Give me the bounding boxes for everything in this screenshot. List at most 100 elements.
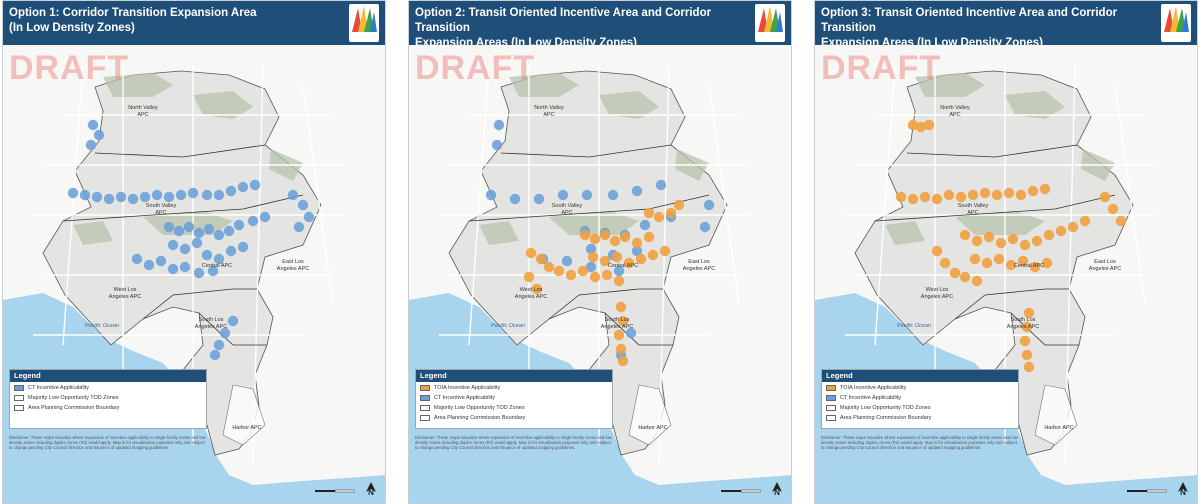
ct-incentive-dot (173, 225, 185, 237)
legend-item: Majority Low Opportunity TOD Zones (10, 393, 206, 402)
tod-incentive-dot (1099, 191, 1111, 203)
tod-incentive-dot (959, 229, 971, 241)
legend-item: CT Incentive Applicability (822, 393, 1018, 402)
north-arrow-shape (1178, 482, 1188, 492)
tod-incentive-dot (659, 245, 671, 257)
ct-incentive-dot (297, 199, 309, 211)
panel-header: Option 2: Transit Oriented Incentive Are… (409, 1, 791, 49)
legend: Legend TOIA Incentive Applicability CT Inc… (821, 369, 1019, 429)
park-area (955, 211, 1045, 235)
ct-incentive-dot (699, 221, 711, 233)
apc-label-west-la: West Los Angeles APC (514, 287, 548, 300)
tod-incentive-dot (615, 301, 627, 313)
tod-incentive-dot (535, 253, 547, 265)
ct-incentive-dot (247, 215, 259, 227)
apc-label-north-valley: North Valley APC (128, 105, 158, 118)
tod-incentive-dot (565, 269, 577, 281)
north-arrow-icon: N (1177, 479, 1189, 497)
road-line (708, 84, 740, 306)
logo-mark (758, 6, 783, 32)
legend-swatch (14, 394, 24, 401)
north-letter: N (774, 488, 780, 497)
tod-incentive-dot (587, 251, 599, 263)
tod-incentive-dot (1021, 349, 1033, 361)
tod-incentive-dot (1017, 255, 1029, 267)
ct-incentive-dot (237, 181, 249, 193)
ct-incentive-dot (227, 315, 239, 327)
ct-incentive-dot (509, 193, 521, 205)
tod-incentive-dot (907, 119, 919, 131)
ct-incentive-dot (493, 119, 505, 131)
tod-incentive-dot (955, 191, 967, 203)
legend: Legend TOIA Incentive Applicability CT Inc… (415, 369, 613, 429)
tod-incentive-dot (615, 343, 627, 355)
apc-boundary-line (198, 312, 267, 346)
tod-incentive-dot (983, 231, 995, 243)
apc-label-central: Central APC (607, 263, 639, 269)
planning-logo-icon (349, 4, 379, 42)
tod-incentive-dot (643, 207, 655, 219)
ct-incentive-dot (103, 193, 115, 205)
ct-incentive-dot (151, 189, 163, 201)
logo-mark (352, 6, 377, 32)
apc-label-west-la: West Los Angeles APC (920, 287, 954, 300)
apc-boundary-line (62, 194, 304, 222)
tod-incentive-dot (915, 121, 927, 133)
ct-incentive-dot (203, 223, 215, 235)
tod-incentive-dot (611, 251, 623, 263)
tod-incentive-dot (1019, 239, 1031, 251)
apc-label-west-la: West Los Angeles APC (108, 287, 142, 300)
panel-title: Option 1: Corridor Transition Expansion … (9, 6, 339, 36)
apc-boundary-line (142, 288, 257, 320)
apc-label-south-la: South Los Angeles APC (1006, 317, 1040, 330)
ct-incentive-dot (91, 191, 103, 203)
ct-incentive-dot (163, 191, 175, 203)
ct-incentive-dot (213, 339, 225, 351)
apc-label-central: Central APC (1013, 263, 1045, 269)
legend-item: Majority Low Opportunity TOD Zones (822, 403, 1018, 412)
ct-incentive-dot (167, 263, 179, 275)
ct-incentive-dot (631, 185, 643, 197)
disclaimer-text: Disclaimer: These maps visualize where e… (821, 435, 1018, 451)
road-line (1114, 84, 1146, 306)
disclaimer-text: Disclaimer: These maps visualize where e… (9, 435, 206, 451)
apc-boundary-line (500, 144, 672, 158)
park-area (479, 221, 519, 245)
apc-label-north-valley: North Valley APC (940, 105, 970, 118)
tod-incentive-dot (531, 283, 543, 295)
park-area (549, 211, 639, 235)
legend-title: Legend (822, 370, 1018, 382)
tod-incentive-dot (923, 119, 935, 131)
ct-incentive-dot (79, 189, 91, 201)
tod-incentive-dot (993, 253, 1005, 265)
tod-incentive-dot (1023, 307, 1035, 319)
apc-boundary-line (1010, 312, 1079, 346)
ct-incentive-dot (179, 243, 191, 255)
map-canvas[interactable] (3, 45, 385, 503)
apc-label-south-la: South Los Angeles APC (194, 317, 228, 330)
tod-incentive-dot (1029, 261, 1041, 273)
park-area (103, 73, 173, 97)
ocean-label: Pacific Ocean (85, 323, 119, 329)
scale-bar (721, 489, 761, 493)
legend: Legend CT Incentive Applicability Majority… (9, 369, 207, 429)
park-area (509, 73, 579, 97)
legend-item: Majority Low Opportunity TOD Zones (416, 403, 612, 412)
legend-swatch (14, 384, 24, 391)
north-arrow-shape (366, 482, 376, 492)
map-svg (3, 45, 385, 503)
tod-incentive-dot (919, 191, 931, 203)
tod-incentive-dot (1023, 361, 1035, 373)
logo-mark (1164, 6, 1189, 32)
apc-label-harbor: Harbor APC (1044, 425, 1074, 431)
tod-incentive-dot (981, 257, 993, 269)
north-letter: N (368, 488, 374, 497)
tod-incentive-dot (553, 265, 565, 277)
legend-label: CT Incentive Applicability (434, 394, 496, 401)
apc-label-south-la: South Los Angeles APC (600, 317, 634, 330)
tod-incentive-dot (931, 245, 943, 257)
ct-incentive-dot (607, 189, 619, 201)
draft-watermark: DRAFT (415, 49, 536, 87)
ct-incentive-dot (631, 245, 643, 257)
ocean-water (3, 293, 385, 503)
